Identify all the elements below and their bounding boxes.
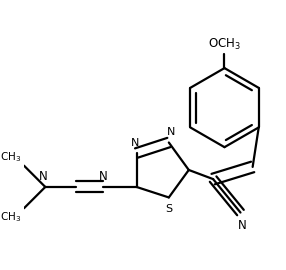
Text: N: N — [99, 170, 108, 183]
Text: CH$_3$: CH$_3$ — [0, 150, 21, 164]
Text: N: N — [39, 170, 48, 183]
Text: N: N — [238, 219, 246, 232]
Text: N: N — [167, 127, 175, 137]
Text: CH$_3$: CH$_3$ — [0, 210, 21, 224]
Text: S: S — [165, 204, 172, 214]
Text: OCH$_3$: OCH$_3$ — [208, 37, 241, 52]
Text: N: N — [131, 137, 139, 147]
